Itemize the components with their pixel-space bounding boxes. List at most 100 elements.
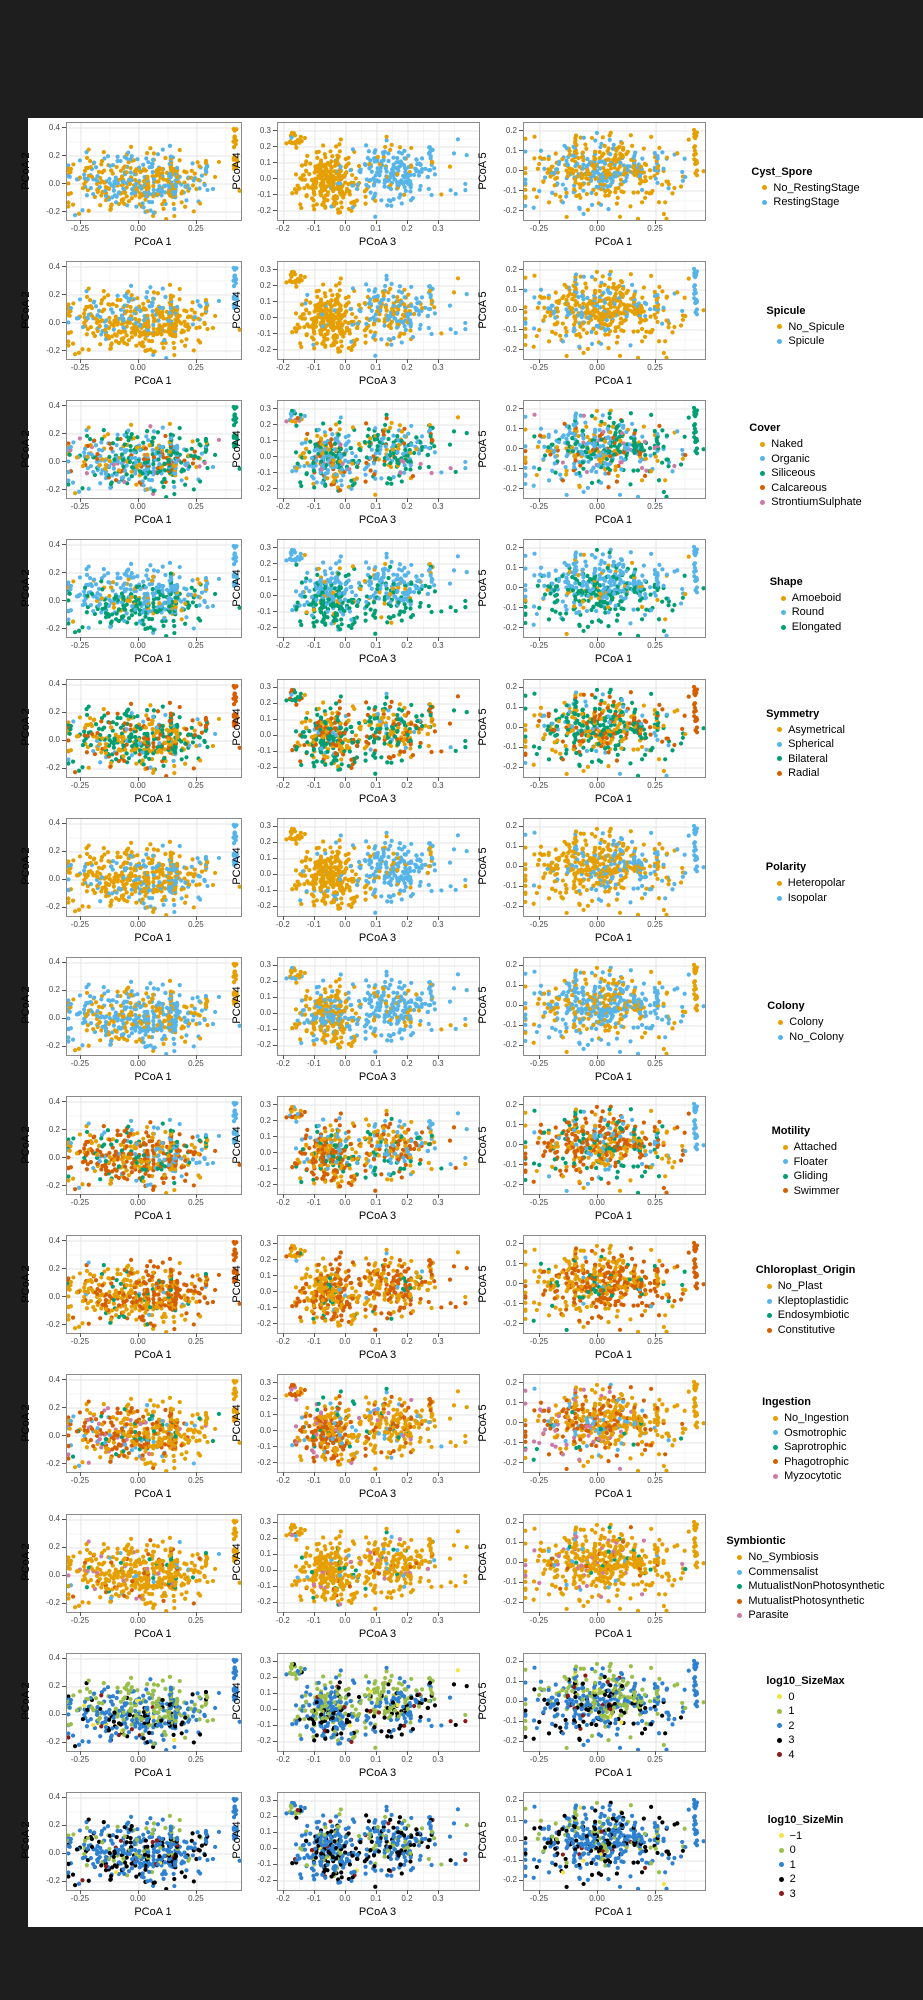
x-tick-mark (539, 776, 540, 781)
x-tick-mark (79, 1054, 81, 1059)
y-tick-label: 0.2 (259, 1393, 271, 1403)
legend-item-label: Spicule (788, 335, 825, 348)
x-tick-mark (375, 776, 377, 781)
y-tick-mark (62, 1268, 66, 1270)
x-tick-mark (313, 1054, 315, 1059)
legend-item: Bilateral (777, 752, 845, 767)
y-tick-mark (519, 845, 523, 847)
facet-row-spicule: PCoA 2 0.4 0.2 0.0 -0.2 -0.25 0.00 0.25 PCoA 1 PC… (20, 257, 923, 396)
y-tick-label: -0.2 (257, 1040, 271, 1050)
plot-frame-p1 (66, 1652, 242, 1752)
x-tick-mark (79, 776, 81, 781)
y-tick-mark (519, 686, 523, 688)
legend-item: MutualistNonPhotosynthetic (737, 1579, 885, 1594)
y-tick-label: 0.0 (48, 1291, 60, 1301)
x-tick-label: -0.25 (529, 363, 549, 373)
x-tick-label: -0.25 (529, 1058, 549, 1068)
y-tick-mark (519, 1581, 523, 1583)
y-tick-mark (273, 718, 277, 720)
y-tick-label: 0.0 (48, 1430, 60, 1440)
legend-item-label: Parasite (748, 1609, 789, 1622)
y-tick-mark (519, 1660, 523, 1662)
legend-block: Symmetry Asymetrical Spherical Bilateral Rad… (766, 708, 845, 781)
y-tick-label: 0.2 (48, 1263, 60, 1273)
y-tick-mark (273, 1430, 277, 1432)
y-tick-label: 0.2 (505, 264, 517, 274)
y-tick-label: -0.1 (257, 606, 271, 616)
legend-item: Kleptoplastidic (766, 1294, 856, 1309)
legend-key-dot (762, 199, 768, 205)
y-tick-mark (519, 1541, 523, 1543)
x-tick-mark (655, 637, 657, 642)
plot-frame-p1 (66, 1513, 242, 1613)
x-axis-label-p1: PCoA 1 (134, 792, 172, 805)
y-tick-mark (519, 190, 523, 191)
y-tick-mark (62, 1880, 66, 1882)
y-tick-mark (62, 1435, 66, 1437)
scatter-canvas-p2 (278, 123, 479, 220)
x-tick-mark (137, 220, 139, 224)
legend-item: No_Colony (778, 1030, 844, 1045)
x-tick-label: 0.00 (589, 1058, 605, 1068)
x-axis-label-p2: PCoA 3 (358, 1488, 397, 1501)
legend-key-dot (773, 1459, 779, 1465)
y-tick-mark (519, 984, 523, 986)
y-tick-label: 0.4 (48, 1792, 60, 1802)
y-tick-label: 0.2 (48, 1124, 60, 1134)
x-tick-mark (406, 1194, 408, 1199)
x-tick-mark (437, 359, 439, 364)
x-axis-label-p1: PCoA 1 (134, 1627, 172, 1640)
x-tick-label: -0.25 (70, 1615, 90, 1625)
y-tick-mark (519, 865, 523, 867)
y-tick-mark (519, 607, 523, 609)
x-tick-mark (282, 1611, 284, 1616)
y-tick-label: -0.2 (257, 483, 271, 493)
x-tick-label: -0.1 (307, 1615, 321, 1625)
legend-item: Myzocytotic (773, 1469, 849, 1484)
y-tick-label: -0.1 (503, 602, 517, 612)
y-tick-label: -0.2 (257, 762, 271, 772)
y-tick-label: 0.1 (259, 1688, 271, 1698)
legend-key-dot (737, 1613, 743, 1619)
legend-key-dot (780, 610, 786, 616)
x-tick-label: -0.25 (529, 1198, 549, 1208)
legend-item-label: No_Plast (777, 1280, 823, 1293)
x-axis-label-p1: PCoA 1 (134, 1070, 172, 1083)
y-tick-label: -0.1 (503, 1298, 517, 1308)
x-tick-label: 0.0 (339, 502, 351, 512)
x-tick-mark (282, 359, 284, 364)
x-tick-label: 0.25 (188, 1615, 204, 1625)
y-tick-mark (273, 178, 277, 180)
legend-key-dot (766, 1298, 772, 1304)
y-tick-label: 0.1 (505, 1815, 517, 1825)
x-tick-mark (282, 1750, 284, 1755)
x-tick-mark (655, 1750, 657, 1755)
x-axis-label-p2: PCoA 3 (358, 1766, 397, 1779)
legend-key-dot (773, 1415, 779, 1421)
y-tick-label: 0.4 (48, 679, 60, 689)
x-tick-mark (539, 1333, 540, 1338)
x-axis-label-p1: PCoA 1 (134, 1488, 172, 1501)
legend-item-label: −1 (789, 1829, 803, 1842)
legend-key-dot (777, 1752, 783, 1758)
y-tick-mark (62, 906, 66, 908)
y-tick-mark (273, 456, 277, 458)
y-tick-label: 0.1 (259, 992, 271, 1002)
x-tick-label: 0.1 (370, 641, 382, 651)
y-tick-label: 0.1 (505, 1537, 517, 1547)
x-tick-label: 0.25 (188, 641, 204, 651)
y-tick-mark (273, 162, 277, 164)
legend-item-label: Endosymbiotic (777, 1309, 850, 1322)
legend-key-dot (777, 324, 783, 330)
legend-key-dot (780, 595, 786, 601)
scatter-canvas-p1 (67, 1097, 241, 1195)
y-tick-label: 0.4 (48, 957, 60, 967)
x-tick-label: -0.25 (70, 1893, 90, 1903)
y-tick-mark (519, 488, 523, 490)
x-tick-mark (597, 1194, 599, 1199)
x-tick-mark (655, 1194, 657, 1199)
x-tick-mark (597, 498, 599, 503)
x-tick-mark (195, 915, 197, 920)
y-tick-label: 0.2 (259, 280, 271, 290)
y-tick-mark (519, 408, 523, 410)
